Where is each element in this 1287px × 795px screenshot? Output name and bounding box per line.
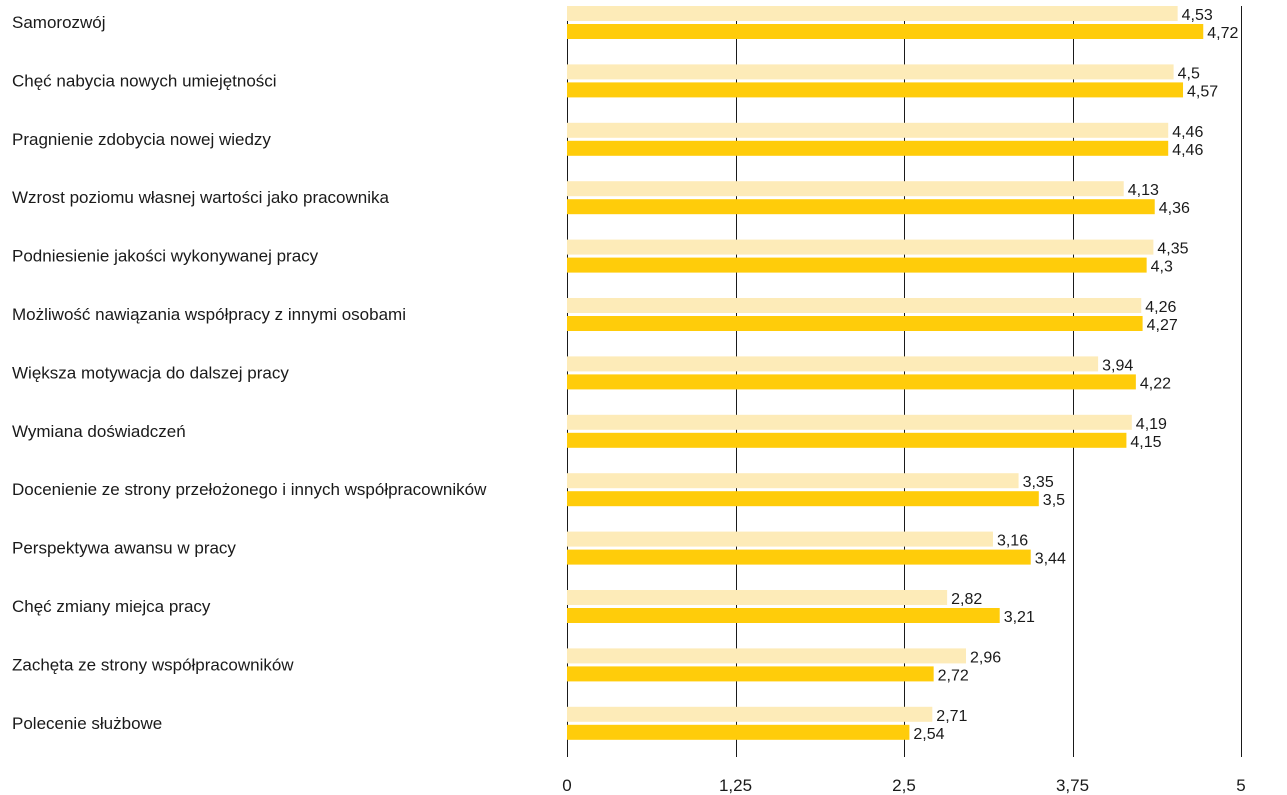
data-label: 4,57 xyxy=(1187,83,1218,100)
data-label: 4,27 xyxy=(1147,317,1178,334)
bar-series-1 xyxy=(567,590,948,605)
bar-series-2 xyxy=(567,257,1147,273)
data-label: 4,46 xyxy=(1172,124,1203,141)
bar-series-1 xyxy=(567,414,1132,430)
category-label: Wymiana doświadczeń xyxy=(12,422,186,441)
data-label: 2,96 xyxy=(970,649,1001,666)
data-label: 4,36 xyxy=(1159,200,1190,217)
bar-series-1 xyxy=(567,298,1142,313)
data-label: 4,22 xyxy=(1140,375,1171,392)
bar-series-1 xyxy=(567,181,1124,197)
bar-series-2 xyxy=(567,666,934,682)
bar-series-1 xyxy=(567,239,1154,255)
bar-series-2 xyxy=(567,549,1031,565)
x-tick-label: 5 xyxy=(1236,776,1245,795)
bar-series-2 xyxy=(567,24,1204,39)
category-label: Możliwość nawiązania współpracy z innymi… xyxy=(12,305,406,324)
data-label: 3,35 xyxy=(1023,474,1054,491)
category-label: Zachęta ze strony współpracowników xyxy=(12,655,294,674)
data-label: 3,21 xyxy=(1004,609,1035,626)
data-label: 3,5 xyxy=(1043,492,1065,509)
bar-series-2 xyxy=(567,82,1184,98)
data-label: 4,3 xyxy=(1151,259,1173,276)
bar-series-1 xyxy=(567,64,1174,80)
data-label: 3,94 xyxy=(1102,357,1133,374)
bar-series-2 xyxy=(567,432,1127,448)
category-label: Większa motywacja do dalszej pracy xyxy=(12,363,289,382)
data-label: 4,5 xyxy=(1178,65,1200,82)
bar-series-2 xyxy=(567,724,910,740)
category-label: Chęć nabycia nowych umiejętności xyxy=(12,71,277,90)
category-label: Samorozwój xyxy=(12,13,106,32)
data-label: 4,72 xyxy=(1207,25,1238,42)
bar-series-2 xyxy=(567,140,1169,156)
x-tick-label: 1,25 xyxy=(719,776,752,795)
bar-series-1 xyxy=(567,473,1019,489)
data-label: 2,82 xyxy=(951,591,982,608)
data-label: 4,53 xyxy=(1182,7,1213,24)
data-label: 4,19 xyxy=(1136,416,1167,433)
bar-series-2 xyxy=(567,199,1155,215)
bar-series-2 xyxy=(567,374,1136,390)
bars xyxy=(567,6,1204,740)
data-label: 3,16 xyxy=(997,533,1028,550)
data-label: 3,44 xyxy=(1035,551,1066,568)
labels: 0 1,25 2,5 3,75 5 Samorozwój 4,534,72 Chęć naby… xyxy=(12,7,1246,795)
bar-series-2 xyxy=(567,608,1000,623)
category-label: Docenienie ze strony przełożonego i inny… xyxy=(12,480,487,499)
data-label: 2,71 xyxy=(936,708,967,725)
bar-series-1 xyxy=(567,356,1099,372)
x-tick-label: 2,5 xyxy=(892,776,916,795)
bar-series-1 xyxy=(567,531,993,547)
x-tick-label: 3,75 xyxy=(1056,776,1089,795)
data-label: 4,15 xyxy=(1130,434,1161,451)
category-label: Polecenie służbowe xyxy=(12,714,162,733)
data-label: 4,26 xyxy=(1145,299,1176,316)
bar-series-2 xyxy=(567,316,1143,331)
bar-series-2 xyxy=(567,491,1039,507)
bar-series-1 xyxy=(567,648,967,664)
data-label: 2,54 xyxy=(913,726,944,743)
data-label: 4,46 xyxy=(1172,142,1203,159)
category-label: Chęć zmiany miejca pracy xyxy=(12,597,211,616)
category-label: Wzrost poziomu własnej wartości jako pra… xyxy=(12,188,390,207)
category-label: Perspektywa awansu w pracy xyxy=(12,539,236,558)
data-label: 4,13 xyxy=(1128,182,1159,199)
bar-series-1 xyxy=(567,122,1169,138)
x-tick-label: 0 xyxy=(562,776,571,795)
data-label: 4,35 xyxy=(1157,241,1188,258)
category-label: Pragnienie zdobycia nowej wiedzy xyxy=(12,130,271,149)
data-label: 2,72 xyxy=(938,667,969,684)
bar-series-1 xyxy=(567,6,1178,21)
category-label: Podniesienie jakości wykonywanej pracy xyxy=(12,247,319,266)
bar-series-1 xyxy=(567,706,933,722)
